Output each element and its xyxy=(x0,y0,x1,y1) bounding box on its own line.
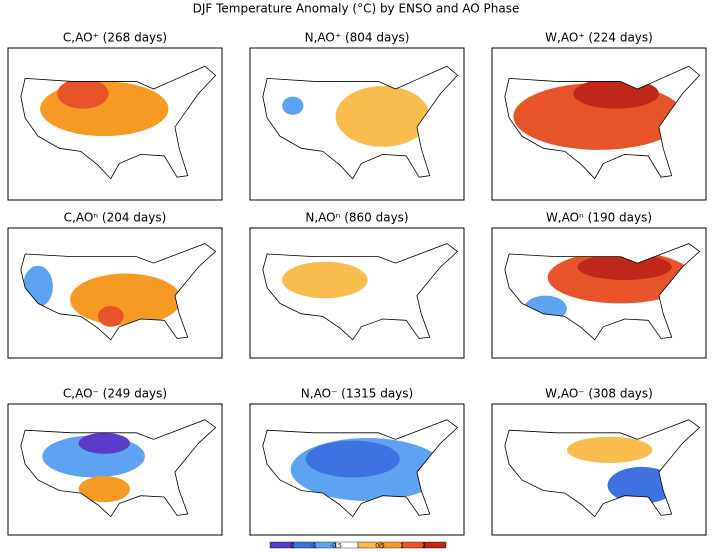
figure-title: DJF Temperature Anomaly (°C) by ENSO and… xyxy=(193,2,520,16)
panel-title: N,AO⁺ (804 days) xyxy=(305,31,410,45)
us-outline xyxy=(263,244,458,340)
colorbar-label: 1 xyxy=(400,543,404,550)
map-panel xyxy=(7,227,223,359)
anomaly-area xyxy=(282,96,304,115)
map-panel xyxy=(491,47,707,201)
anomaly-area xyxy=(282,261,368,299)
us-outline xyxy=(21,244,216,340)
panel-title: C,AO⁻ (249 days) xyxy=(63,387,167,401)
anomaly-area xyxy=(335,86,430,147)
colorbar-label: 2 xyxy=(422,543,426,550)
anomaly-area xyxy=(607,466,677,504)
map-panel xyxy=(491,227,707,359)
map-frame xyxy=(491,403,707,536)
panel-title: W,AO⁺ (224 days) xyxy=(545,31,653,45)
us-outline xyxy=(21,420,216,517)
map-panel xyxy=(491,403,707,536)
colorbar-label: -0.5 xyxy=(330,543,342,550)
colorbar-segment xyxy=(401,541,425,549)
colorbar-segment xyxy=(423,541,447,549)
us-outline xyxy=(505,66,700,178)
us-outline xyxy=(505,244,700,340)
panel-title: W,AOⁿ (190 days) xyxy=(546,211,652,225)
map-frame xyxy=(249,227,465,359)
anomaly-area xyxy=(70,273,182,326)
panel-title: C,AOⁿ (204 days) xyxy=(64,211,167,225)
anomaly-area xyxy=(78,432,130,454)
map-panel xyxy=(7,47,223,201)
map-panel xyxy=(7,403,223,536)
anomaly-area xyxy=(97,306,124,327)
anomaly-area xyxy=(305,440,400,478)
us-outline xyxy=(505,420,700,517)
colorbar-label: -1 xyxy=(311,543,317,550)
map-panel xyxy=(249,403,465,536)
panel-title: N,AOⁿ (860 days) xyxy=(305,211,408,225)
us-outline xyxy=(263,420,458,517)
map-panel xyxy=(249,47,465,201)
panel-title: W,AO⁻ (308 days) xyxy=(545,387,653,401)
us-outline xyxy=(21,66,216,178)
anomaly-area xyxy=(577,254,672,280)
panel-title: C,AO⁺ (268 days) xyxy=(63,31,167,45)
us-outline xyxy=(263,66,458,178)
colorbar-label: -2 xyxy=(289,543,295,550)
anomaly-area xyxy=(57,78,109,109)
colorbar-label: 0.5 xyxy=(375,543,385,550)
anomaly-area xyxy=(78,476,130,503)
panel-title: N,AO⁻ (1315 days) xyxy=(301,387,413,401)
map-panel xyxy=(249,227,465,359)
anomaly-area xyxy=(566,436,653,463)
